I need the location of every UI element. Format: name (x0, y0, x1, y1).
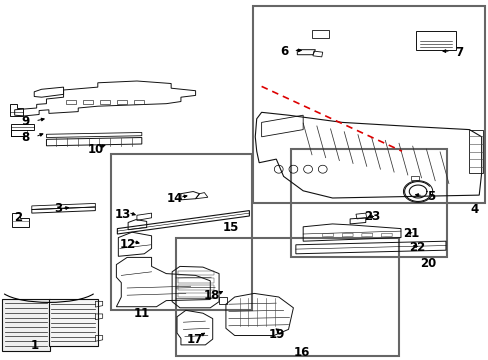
Text: 22: 22 (408, 241, 425, 254)
Text: 2: 2 (15, 211, 22, 224)
Text: 7: 7 (455, 46, 463, 59)
Text: 3: 3 (55, 202, 62, 215)
Text: 16: 16 (293, 346, 310, 359)
Bar (291, 149, 446, 257)
Text: 13: 13 (115, 208, 131, 221)
Text: 11: 11 (133, 307, 150, 320)
Text: 12: 12 (120, 238, 136, 251)
Text: 8: 8 (21, 131, 29, 144)
Text: 9: 9 (21, 115, 29, 128)
Text: 4: 4 (469, 203, 477, 216)
Bar (253, 6, 484, 203)
Text: 21: 21 (403, 227, 419, 240)
Text: 20: 20 (419, 257, 436, 270)
Text: 17: 17 (186, 333, 203, 346)
Bar (176, 238, 398, 356)
Text: 10: 10 (87, 143, 104, 156)
Text: 6: 6 (280, 45, 288, 58)
Text: 14: 14 (166, 192, 183, 204)
Polygon shape (2, 299, 50, 351)
Text: 18: 18 (203, 289, 220, 302)
Bar (111, 154, 252, 310)
Text: 19: 19 (268, 328, 285, 341)
Polygon shape (49, 299, 98, 346)
Text: 5: 5 (427, 190, 434, 203)
Text: 15: 15 (222, 221, 239, 234)
Text: 23: 23 (364, 210, 380, 223)
Text: 1: 1 (31, 339, 39, 352)
